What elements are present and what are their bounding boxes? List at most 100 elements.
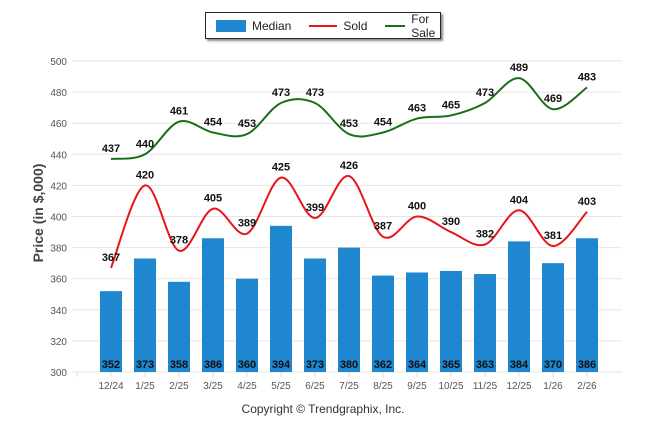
line-data-label-sold: 387 [374,221,392,233]
bar-data-label: 365 [442,359,460,371]
bar-median [168,281,190,372]
y-tick-label: 340 [50,306,67,317]
line-data-label-for-sale: 473 [306,87,324,99]
x-tick-label: 5/25 [271,381,291,392]
y-tick-label: 320 [50,337,67,348]
bar-median [576,238,598,372]
legend-item-median: Median [216,19,291,33]
line-data-label-for-sale: 454 [204,117,223,129]
x-tick-label: 9/25 [407,381,427,392]
x-tick-label: 1/25 [135,381,155,392]
line-data-label-sold: 378 [170,235,188,247]
bar-median [270,225,292,372]
line-data-label-for-sale: 473 [272,87,290,99]
bar-median [372,275,394,372]
x-tick-label: 12/24 [98,381,123,392]
line-data-label-sold: 390 [442,216,460,228]
line-sold [110,175,588,269]
y-tick-label: 380 [50,244,67,255]
line-data-label-sold: 400 [408,201,426,213]
bar-data-label: 370 [544,359,562,371]
legend-item-for-sale: For Sale [377,12,443,40]
bar-data-label: 373 [136,359,154,371]
line-data-label-for-sale: 463 [408,103,426,115]
bar-median [304,258,326,372]
y-tick-label: 400 [50,213,67,224]
y-tick-label: 420 [50,181,67,192]
legend-label-for-sale: For Sale [411,11,436,40]
bar-data-label: 394 [272,359,291,371]
bar-data-label: 386 [578,359,596,371]
line-data-label-sold: 382 [476,228,494,240]
line-data-label-for-sale: 454 [374,117,393,129]
bar-data-label: 380 [340,359,358,371]
bar-median [508,241,530,372]
x-tick-label: 8/25 [373,381,393,392]
bar-median [202,238,224,372]
y-tick-label: 440 [50,150,67,161]
y-tick-label: 480 [50,88,67,99]
x-tick-label: 6/25 [305,381,325,392]
y-tick-label: 300 [50,368,67,379]
bar-data-label: 360 [238,359,256,371]
line-data-label-for-sale: 489 [510,62,528,74]
bar-data-label: 364 [408,359,427,371]
line-data-label-sold: 426 [340,160,358,172]
bar-data-label: 363 [476,359,494,371]
line-data-label-for-sale: 469 [544,93,562,105]
line-data-label-sold: 367 [102,252,120,264]
line-data-label-for-sale: 453 [238,118,256,130]
x-tick-label: 11/25 [473,381,498,392]
bar-median [338,247,360,372]
line-data-label-for-sale: 437 [102,143,120,155]
x-tick-label: 3/25 [203,381,223,392]
bar-data-label: 384 [510,359,529,371]
bar-data-label: 386 [204,359,222,371]
line-data-label-sold: 425 [272,162,290,174]
x-tick-label: 12/25 [506,381,531,392]
line-data-label-sold: 404 [510,194,529,206]
bar-median [474,274,496,372]
bar-data-label: 373 [306,359,324,371]
chart-legend: Median Sold For Sale [205,12,443,40]
x-tick-label: 4/25 [237,381,257,392]
line-data-label-for-sale: 465 [442,99,460,111]
x-tick-label: 1/26 [543,381,563,392]
copyright-text: Copyright © Trendgraphix, Inc. [241,402,405,416]
bar-data-label: 352 [102,359,120,371]
y-tick-label: 360 [50,275,67,286]
bar-data-label: 358 [170,359,188,371]
line-data-label-for-sale: 453 [340,118,358,130]
line-for-sale [110,77,588,160]
legend-label-median: Median [252,18,292,33]
legend-swatch-sold [309,24,338,27]
x-tick-label: 2/26 [577,381,597,392]
y-tick-label: 500 [50,57,67,68]
legend-item-sold: Sold [301,19,367,33]
bar-data-label: 362 [374,359,392,371]
line-data-label-for-sale: 440 [136,138,154,150]
line-data-label-sold: 381 [544,230,562,242]
line-data-label-sold: 403 [578,196,596,208]
line-data-label-for-sale: 473 [476,87,494,99]
line-data-label-sold: 389 [238,218,256,230]
x-tick-label: 7/25 [339,381,359,392]
x-tick-label: 10/25 [438,381,463,392]
line-data-label-sold: 420 [136,169,154,181]
line-data-label-sold: 405 [204,193,222,205]
legend-swatch-median [216,19,246,32]
bar-median [100,291,122,372]
bar-median [236,278,258,372]
line-data-label-for-sale: 461 [170,106,188,118]
line-data-label-for-sale: 483 [578,71,596,83]
bar-median [440,270,462,372]
x-tick-label: 2/25 [169,381,189,392]
legend-label-sold: Sold [343,18,368,33]
bar-median [542,263,564,372]
bar-median [134,258,156,372]
legend-swatch-for-sale [385,24,406,27]
bar-median [406,272,428,372]
y-tick-label: 460 [50,119,67,130]
line-data-label-sold: 399 [306,202,324,214]
